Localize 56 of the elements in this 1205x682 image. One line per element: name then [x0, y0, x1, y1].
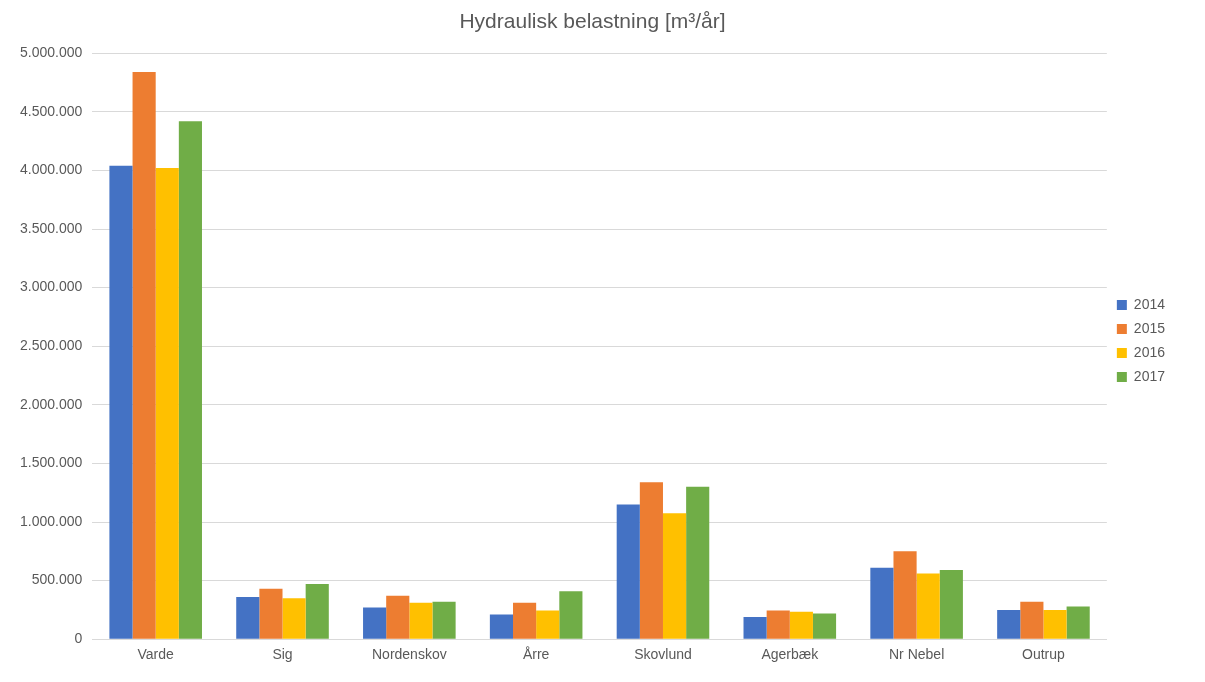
bar — [132, 71, 156, 639]
bar — [997, 609, 1021, 639]
bar — [109, 165, 133, 639]
bar — [789, 611, 813, 639]
x-tick-label: Agerbæk — [761, 646, 820, 663]
bar — [305, 584, 329, 639]
x-tick-label: Skovlund — [634, 646, 692, 663]
x-tick-label: Varde — [137, 646, 175, 663]
y-tick-label: 3.500.000 — [19, 219, 83, 236]
bar — [662, 513, 687, 639]
bar — [616, 504, 640, 639]
bar — [1066, 606, 1090, 639]
bar — [489, 614, 514, 639]
bar — [386, 595, 410, 639]
y-tick-label: 1.500.000 — [19, 454, 83, 471]
bar — [178, 121, 202, 639]
bar — [639, 482, 663, 639]
chart-title: Hydraulisk belastning [m³/år] — [459, 9, 726, 33]
x-tick-label: Nordenskov — [371, 646, 447, 663]
legend-label: 2015 — [1133, 319, 1166, 336]
bar — [893, 551, 917, 639]
bar — [743, 616, 767, 639]
bar — [513, 602, 537, 639]
bar — [916, 573, 940, 639]
bar — [1043, 609, 1067, 639]
bar — [432, 601, 456, 639]
bar — [559, 591, 583, 639]
bar — [1020, 601, 1044, 639]
bar — [259, 588, 283, 639]
x-tick-label: Outrup — [1022, 646, 1066, 663]
y-tick-label: 1.000.000 — [19, 512, 83, 529]
bar — [536, 610, 560, 639]
y-tick-label: 2.500.000 — [19, 337, 83, 354]
y-tick-label: 4.500.000 — [19, 102, 83, 119]
bar — [812, 613, 837, 639]
y-tick-label: 2.000.000 — [19, 395, 83, 412]
bar — [870, 567, 894, 639]
bar — [409, 602, 433, 639]
x-tick-label: Sig — [272, 646, 293, 663]
legend-label: 2017 — [1133, 367, 1166, 384]
bar — [686, 486, 710, 639]
x-tick-label: Årre — [522, 646, 550, 663]
bar — [363, 607, 387, 639]
y-tick-label: 500.000 — [31, 571, 83, 588]
legend-label: 2014 — [1133, 295, 1166, 312]
legend-label: 2016 — [1133, 343, 1166, 360]
y-tick-label: 0 — [74, 630, 83, 647]
bar — [155, 168, 179, 639]
bar — [236, 597, 260, 639]
bar — [282, 598, 306, 639]
x-tick-label: Nr Nebel — [889, 646, 945, 663]
y-tick-label: 5.000.000 — [19, 44, 83, 61]
y-tick-label: 4.000.000 — [19, 161, 83, 178]
bar — [939, 570, 963, 639]
bar — [766, 610, 790, 639]
y-tick-label: 3.000.000 — [19, 278, 83, 295]
